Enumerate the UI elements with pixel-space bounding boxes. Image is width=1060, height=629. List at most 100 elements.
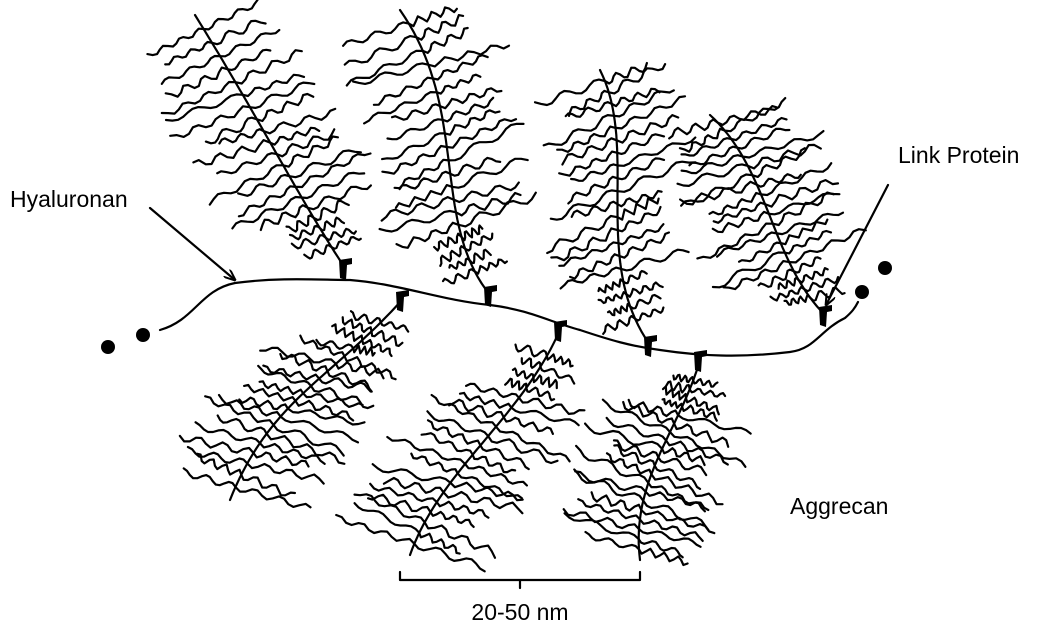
aggrecan bbox=[342, 6, 537, 297]
side-chain bbox=[465, 382, 521, 399]
side-chain bbox=[237, 173, 291, 197]
side-chain bbox=[369, 482, 438, 504]
side-chain bbox=[664, 380, 691, 394]
side-chain bbox=[716, 231, 778, 258]
side-chain bbox=[331, 323, 364, 342]
side-chain bbox=[386, 118, 444, 141]
side-chain bbox=[426, 410, 490, 438]
side-chain bbox=[736, 127, 791, 150]
side-chain bbox=[629, 293, 662, 310]
aggrecan bbox=[178, 298, 410, 509]
side-chain bbox=[650, 473, 724, 506]
side-chain bbox=[290, 234, 327, 250]
side-chain bbox=[525, 386, 556, 402]
aggrecan-molecules bbox=[146, 0, 867, 573]
side-chain bbox=[603, 61, 648, 85]
side-chain bbox=[712, 201, 767, 224]
side-chain bbox=[282, 135, 339, 168]
side-chain bbox=[574, 470, 647, 493]
core-protein bbox=[398, 8, 492, 297]
side-chain bbox=[672, 373, 695, 384]
side-chain bbox=[234, 485, 312, 509]
side-chain bbox=[255, 92, 315, 123]
side-chain bbox=[777, 276, 800, 290]
side-chain bbox=[435, 73, 482, 95]
side-chain bbox=[616, 136, 697, 167]
side-chain bbox=[234, 49, 303, 85]
side-chain bbox=[746, 143, 822, 170]
side-chain bbox=[605, 452, 653, 476]
side-chain bbox=[559, 266, 623, 290]
side-chain bbox=[390, 103, 442, 121]
side-chain bbox=[597, 278, 625, 294]
side-chain bbox=[398, 170, 452, 191]
side-chain bbox=[456, 472, 523, 500]
side-chain bbox=[664, 439, 729, 466]
side-chain bbox=[615, 114, 680, 144]
aggrecan bbox=[533, 61, 697, 347]
label: Link Protein bbox=[898, 142, 1019, 168]
aggrecan bbox=[335, 328, 586, 573]
side-chain bbox=[443, 109, 501, 136]
side-chain bbox=[567, 175, 619, 205]
side-chain bbox=[468, 248, 492, 265]
side-chain bbox=[610, 87, 661, 108]
side-chain bbox=[431, 54, 489, 81]
dot bbox=[878, 261, 892, 275]
side-chain bbox=[788, 228, 867, 264]
side-chain bbox=[445, 118, 518, 149]
side-chain bbox=[258, 442, 326, 465]
side-chain bbox=[562, 508, 641, 531]
side-chain bbox=[248, 81, 316, 109]
side-chain bbox=[312, 199, 350, 222]
side-chain bbox=[378, 209, 458, 233]
side-chain bbox=[657, 456, 708, 477]
side-chain bbox=[326, 370, 373, 393]
side-chain bbox=[452, 181, 520, 204]
side-chain bbox=[569, 253, 621, 280]
side-chain bbox=[601, 398, 672, 434]
side-chain bbox=[759, 162, 833, 197]
side-chain bbox=[342, 21, 410, 47]
side-chain bbox=[306, 184, 372, 211]
link-proteins bbox=[339, 258, 832, 372]
side-chain bbox=[146, 27, 205, 57]
side-chain bbox=[577, 498, 641, 521]
side-chain bbox=[561, 137, 618, 166]
side-chain bbox=[797, 267, 829, 284]
side-chain bbox=[775, 211, 845, 236]
side-chain bbox=[637, 528, 702, 548]
side-chain bbox=[741, 130, 825, 159]
side-chain bbox=[286, 407, 366, 426]
side-chain bbox=[757, 268, 795, 288]
side-chain bbox=[288, 224, 321, 241]
side-chain bbox=[160, 54, 222, 85]
side-chain bbox=[471, 453, 517, 474]
side-chain bbox=[218, 128, 265, 145]
side-chain bbox=[410, 452, 459, 475]
side-chain bbox=[259, 346, 337, 365]
side-chain bbox=[380, 196, 455, 222]
side-chain bbox=[771, 191, 835, 227]
side-chain bbox=[622, 269, 648, 285]
side-chain bbox=[438, 87, 503, 110]
side-chain bbox=[808, 286, 846, 302]
side-chain bbox=[393, 158, 450, 190]
side-chain bbox=[539, 365, 576, 385]
side-chain bbox=[164, 66, 229, 98]
side-chain bbox=[607, 62, 667, 95]
side-chain bbox=[584, 422, 664, 450]
aggrecan bbox=[668, 97, 867, 317]
side-chain bbox=[302, 392, 364, 408]
side-chain bbox=[532, 374, 558, 390]
side-chain bbox=[616, 197, 660, 221]
side-chain bbox=[617, 223, 665, 246]
side-chain bbox=[661, 385, 688, 401]
side-chain bbox=[447, 122, 525, 162]
side-chain bbox=[668, 430, 747, 468]
side-chain bbox=[418, 531, 461, 555]
side-chain bbox=[716, 105, 779, 126]
side-chain bbox=[279, 415, 360, 444]
side-chain bbox=[570, 200, 619, 218]
